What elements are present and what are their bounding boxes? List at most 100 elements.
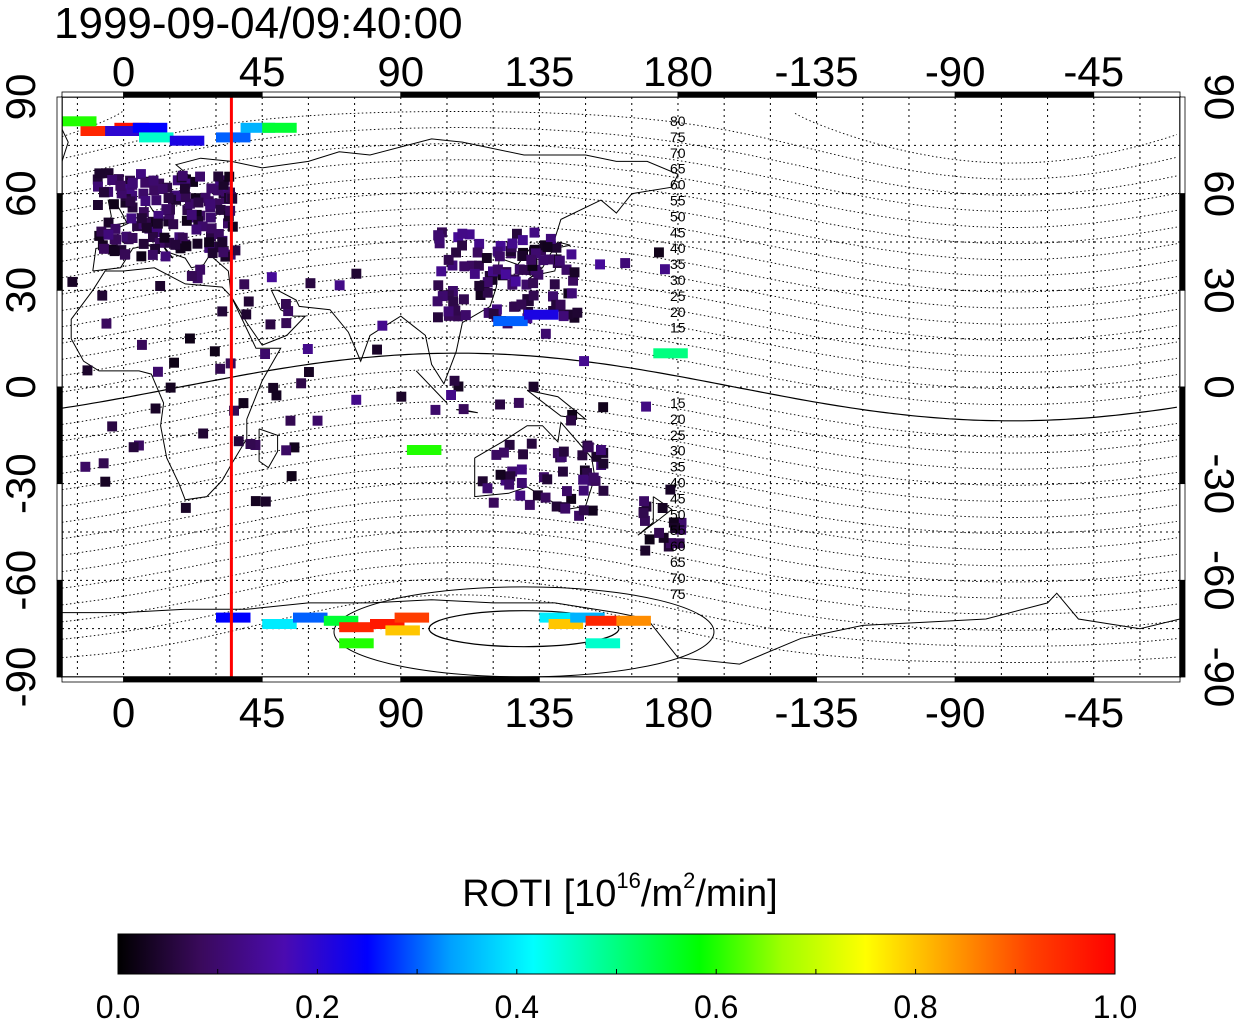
roti-cell (195, 264, 206, 275)
roti-cell (670, 523, 680, 534)
roti-cell (140, 177, 151, 188)
magnetic-contour (62, 481, 1177, 551)
roti-cell (598, 458, 609, 469)
roti-cell (180, 502, 191, 513)
roti-cell (558, 466, 568, 477)
roti-cell (181, 215, 192, 226)
colorbar-title-mid: /m (640, 873, 684, 915)
roti-cell (238, 398, 249, 409)
axis-tick-labels: 0 0 45 45 90 90 135 135 180 180 -135 -135 -90 -90 -45 -… (0, 48, 1240, 736)
lon-tick-label-bottom: 90 (377, 689, 424, 736)
roti-cell (569, 267, 580, 278)
roti-cell (507, 238, 518, 249)
roti-cell (488, 497, 499, 508)
roti-cell (529, 227, 540, 238)
magnetic-contour (62, 320, 1177, 390)
roti-cell (99, 187, 109, 198)
roti-cell (453, 311, 463, 322)
roti-cell (483, 307, 494, 318)
roti-cell (572, 307, 583, 318)
roti-cell (495, 469, 506, 480)
roti-cell (494, 251, 505, 262)
contour-label-north: 70 (670, 145, 686, 161)
magnetic-contour (62, 497, 1177, 567)
roti-cell (587, 505, 598, 516)
roti-cell (213, 171, 224, 182)
roti-cell (528, 290, 539, 301)
roti-cell (432, 296, 443, 307)
roti-cell (443, 254, 454, 265)
roti-cell (107, 421, 118, 432)
roti-cell (204, 237, 214, 248)
colorbar-title-exponent-1: 16 (616, 868, 641, 893)
contour-label-south: 75 (670, 586, 686, 602)
roti-cell (674, 538, 685, 549)
magnetic-contour (62, 143, 1177, 212)
roti-cell (161, 204, 172, 215)
roti-cell (451, 247, 461, 258)
contour-label-north: 15 (670, 320, 686, 336)
roti-cell (666, 538, 676, 549)
colorbar-title-exponent-2: 2 (683, 868, 696, 893)
roti-cell (464, 229, 475, 240)
roti-cell (116, 188, 127, 199)
frame-bar-lat (1179, 289, 1186, 388)
roti-cell (260, 496, 271, 507)
roti-cell (186, 271, 197, 281)
roti-cell-bright (524, 309, 559, 320)
roti-cell (191, 209, 202, 220)
magnetic-contour (62, 272, 1177, 341)
roti-cell (101, 318, 112, 329)
magnetic-contour (62, 546, 1177, 615)
roti-cell (155, 281, 166, 291)
magnetic-contour (62, 304, 1177, 373)
roti-cell (396, 391, 407, 402)
roti-cell (598, 402, 609, 413)
roti-cell (169, 357, 179, 368)
roti-cell (595, 259, 605, 270)
roti-cell (551, 242, 562, 253)
roti-cell-bright (539, 612, 574, 623)
lat-tick-label-right: -60 (1196, 550, 1240, 611)
roti-cell (491, 449, 502, 460)
magnetic-contour (62, 288, 1177, 357)
roti-cell-bright (585, 638, 621, 649)
roti-cell (447, 260, 458, 271)
roti-cell (128, 442, 139, 453)
roti-cell (578, 485, 589, 496)
roti-cell (372, 344, 382, 355)
roti-data-cells (10, 116, 688, 649)
roti-cell (499, 447, 509, 458)
roti-cell (524, 499, 535, 510)
roti-cell (558, 446, 569, 457)
roti-cell (127, 177, 138, 188)
roti-cell (548, 291, 559, 302)
roti-cell (591, 451, 602, 462)
roti-cell (229, 405, 239, 416)
roti-cell (551, 501, 562, 512)
contour-label-south: 15 (670, 395, 686, 411)
lon-tick-label-top: -45 (1063, 48, 1124, 95)
roti-cell (109, 199, 119, 210)
roti-cell (141, 222, 152, 233)
frame-bar-lat (56, 483, 63, 581)
roti-cell (80, 461, 91, 472)
roti-cell-bright (293, 612, 328, 623)
roti-cell (668, 517, 679, 528)
roti-cell (459, 294, 469, 305)
roti-cell (528, 278, 539, 289)
roti-cell (474, 238, 485, 249)
roti-cell (206, 231, 216, 242)
roti-cell-bright (216, 612, 251, 623)
colorbar-title-main: ROTI [10 (462, 873, 617, 915)
roti-cell (579, 356, 589, 367)
roti-cell (127, 233, 138, 243)
roti-cell (154, 178, 165, 189)
roti-cell (504, 439, 515, 450)
roti-cell (10, 517, 20, 527)
roti-cell (163, 216, 174, 227)
roti-cell (312, 415, 323, 426)
roti-cell (230, 245, 241, 256)
roti-cell-bright (585, 615, 621, 626)
